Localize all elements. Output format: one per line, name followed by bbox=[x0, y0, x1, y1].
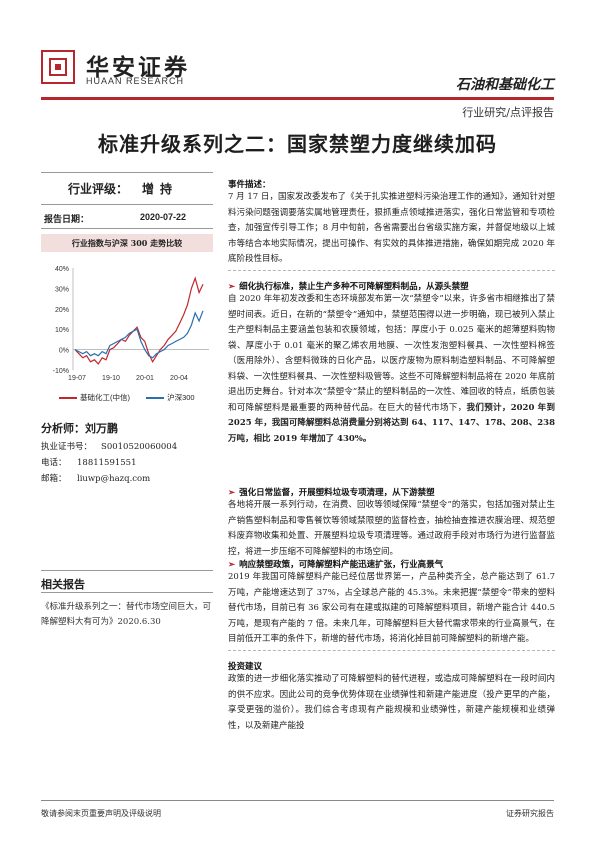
footer-disclaimer: 敬请参阅末页重要声明及评级说明 bbox=[41, 809, 161, 818]
section-1-paragraph: 自 2020 年年初发改委和生态环境部发布第一次“禁塑令”以来，许多省市相继推出… bbox=[228, 294, 555, 444]
phone-row: 电话： 18811591551 bbox=[41, 456, 137, 468]
event-paragraph: 7 月 17 日，国家发改委发布了《关于扎实推进塑料污染治理工作的通知》，通知针… bbox=[228, 192, 555, 264]
section-2: ➢ 强化日常监督，开展塑料垃圾专项清理，从下游禁塑 各地将开展一系列行动，在消费、… bbox=[228, 486, 555, 560]
rating-value: 增持 bbox=[142, 182, 179, 196]
related-reports-title: 相关报告 bbox=[41, 578, 85, 591]
section-1-title: ➢ 细化执行标准，禁止生产多种不可降解塑料制品，从源头禁塑 bbox=[228, 282, 469, 292]
series-line-chem bbox=[74, 276, 204, 365]
industry-name: 石油和基础化工 bbox=[456, 77, 554, 93]
report-type: 行业研究/点评报告 bbox=[462, 106, 554, 119]
legend-swatch-chem bbox=[59, 396, 77, 399]
y-tick-label: -10% bbox=[53, 368, 69, 375]
license-row: 执业证书号： S0010520060004 bbox=[41, 440, 177, 452]
license-value: S0010520060004 bbox=[101, 442, 178, 452]
report-title: 标准升级系列之二：国家禁塑力度继续加码 bbox=[98, 132, 497, 156]
date-value: 2020-07-22 bbox=[140, 212, 187, 222]
left-divider bbox=[41, 570, 213, 571]
analyst-label: 分析师： bbox=[41, 422, 85, 435]
section-3-title: ➢ 响应禁塑政策，可降解塑料产能迅速扩张，行业高景气 bbox=[228, 560, 444, 570]
logo-text: 华安证券 bbox=[86, 54, 190, 81]
arrow-bullet-icon: ➢ bbox=[228, 488, 236, 498]
event-title: 事件描述： bbox=[228, 180, 271, 190]
chart-caption: 行业指数与沪深 300 走势比较 bbox=[41, 234, 213, 252]
email-row: 邮箱： liuwp@hazq.com bbox=[41, 472, 150, 484]
section-2-title: ➢ 强化日常监督，开展塑料垃圾专项清理，从下游禁塑 bbox=[228, 488, 435, 498]
investment-paragraph: 政策的进一步细化落实推动了可降解塑料的替代进程，或造成可降解塑料在一段时间内的供… bbox=[228, 674, 555, 731]
y-tick-label: 40% bbox=[55, 266, 69, 273]
investment-section: 投资建议 政策的进一步细化落实推动了可降解塑料的替代进程，或造成可降解塑料在一段… bbox=[228, 660, 555, 734]
y-tick-label: 30% bbox=[55, 286, 69, 293]
logo-mark-icon bbox=[41, 50, 75, 84]
x-tick-label: 20-01 bbox=[136, 375, 154, 382]
index-comparison-chart: 40% 30% 20% 10% 0% -10%19-07 19-10 20-01 20-04 bbox=[53, 266, 209, 382]
logo-subtext: HUAAN RESEARCH bbox=[86, 76, 185, 86]
analyst: 分析师：刘万鹏 bbox=[41, 420, 118, 436]
event-section: 事件描述： 7 月 17 日，国家发改委发布了《关于扎实推进塑料污染治理工作的通… bbox=[228, 178, 555, 271]
y-tick-label: 0% bbox=[59, 348, 69, 355]
x-tick-label: 19-10 bbox=[102, 375, 120, 382]
left-divider bbox=[41, 592, 213, 593]
industry-rating: 行业评级： 增持 bbox=[68, 180, 178, 197]
section-3-paragraph: 2019 年我国可降解塑料产能已经位居世界第一，产品种类齐全，总产能达到了 61… bbox=[228, 572, 555, 644]
legend-label-csi300: 沪深300 bbox=[167, 393, 195, 402]
left-divider bbox=[41, 204, 213, 205]
section-1-forecast: 我们预计，2020 年到 2025 年，我国可降解塑料总消费量分别将达到 64、… bbox=[228, 402, 555, 444]
footer-label: 证券研究报告 bbox=[506, 809, 554, 818]
section-divider bbox=[228, 269, 555, 271]
analyst-name: 刘万鹏 bbox=[85, 422, 118, 435]
license-label: 执业证书号： bbox=[41, 442, 93, 452]
phone-value: 18811591551 bbox=[77, 458, 137, 468]
section-1: ➢ 细化执行标准，禁止生产多种不可降解塑料制品，从源头禁塑 自 2020 年年初发… bbox=[228, 280, 555, 447]
footer-divider bbox=[41, 800, 554, 801]
investment-title: 投资建议 bbox=[228, 662, 263, 672]
y-tick-label: 10% bbox=[55, 327, 69, 334]
arrow-bullet-icon: ➢ bbox=[228, 560, 236, 570]
email-value[interactable]: liuwp@hazq.com bbox=[77, 474, 151, 484]
left-divider bbox=[41, 172, 213, 173]
y-tick-label: 20% bbox=[55, 307, 69, 314]
related-report-link[interactable]: 《标准升级系列之一：替代市场空间巨大，可降解塑料大有可为》2020.6.30 bbox=[41, 602, 212, 627]
phone-label: 电话： bbox=[41, 458, 67, 468]
section-divider bbox=[228, 649, 555, 651]
legend-label-chem: 基础化工(中信) bbox=[80, 393, 130, 402]
legend-swatch-csi300 bbox=[146, 396, 165, 399]
arrow-bullet-icon: ➢ bbox=[228, 282, 236, 292]
x-tick-label: 20-04 bbox=[170, 375, 188, 382]
x-tick-label: 19-07 bbox=[68, 375, 86, 382]
email-label: 邮箱： bbox=[41, 474, 67, 484]
series-line-csi300 bbox=[74, 310, 204, 359]
left-divider bbox=[41, 228, 213, 229]
date-label: 报告日期： bbox=[44, 215, 90, 225]
section-3: ➢ 响应禁塑政策，可降解塑料产能迅速扩张，行业高景气 2019 年我国可降解塑料产… bbox=[228, 558, 555, 651]
rating-label: 行业评级： bbox=[68, 182, 129, 196]
header-divider bbox=[41, 97, 554, 100]
chart-legend: 基础化工(中信) 沪深300 bbox=[56, 392, 195, 403]
section-2-paragraph: 各地将开展一系列行动，在消费、回收等领域保障“禁塑令”的落实，包括加强对禁止生产… bbox=[228, 500, 555, 557]
